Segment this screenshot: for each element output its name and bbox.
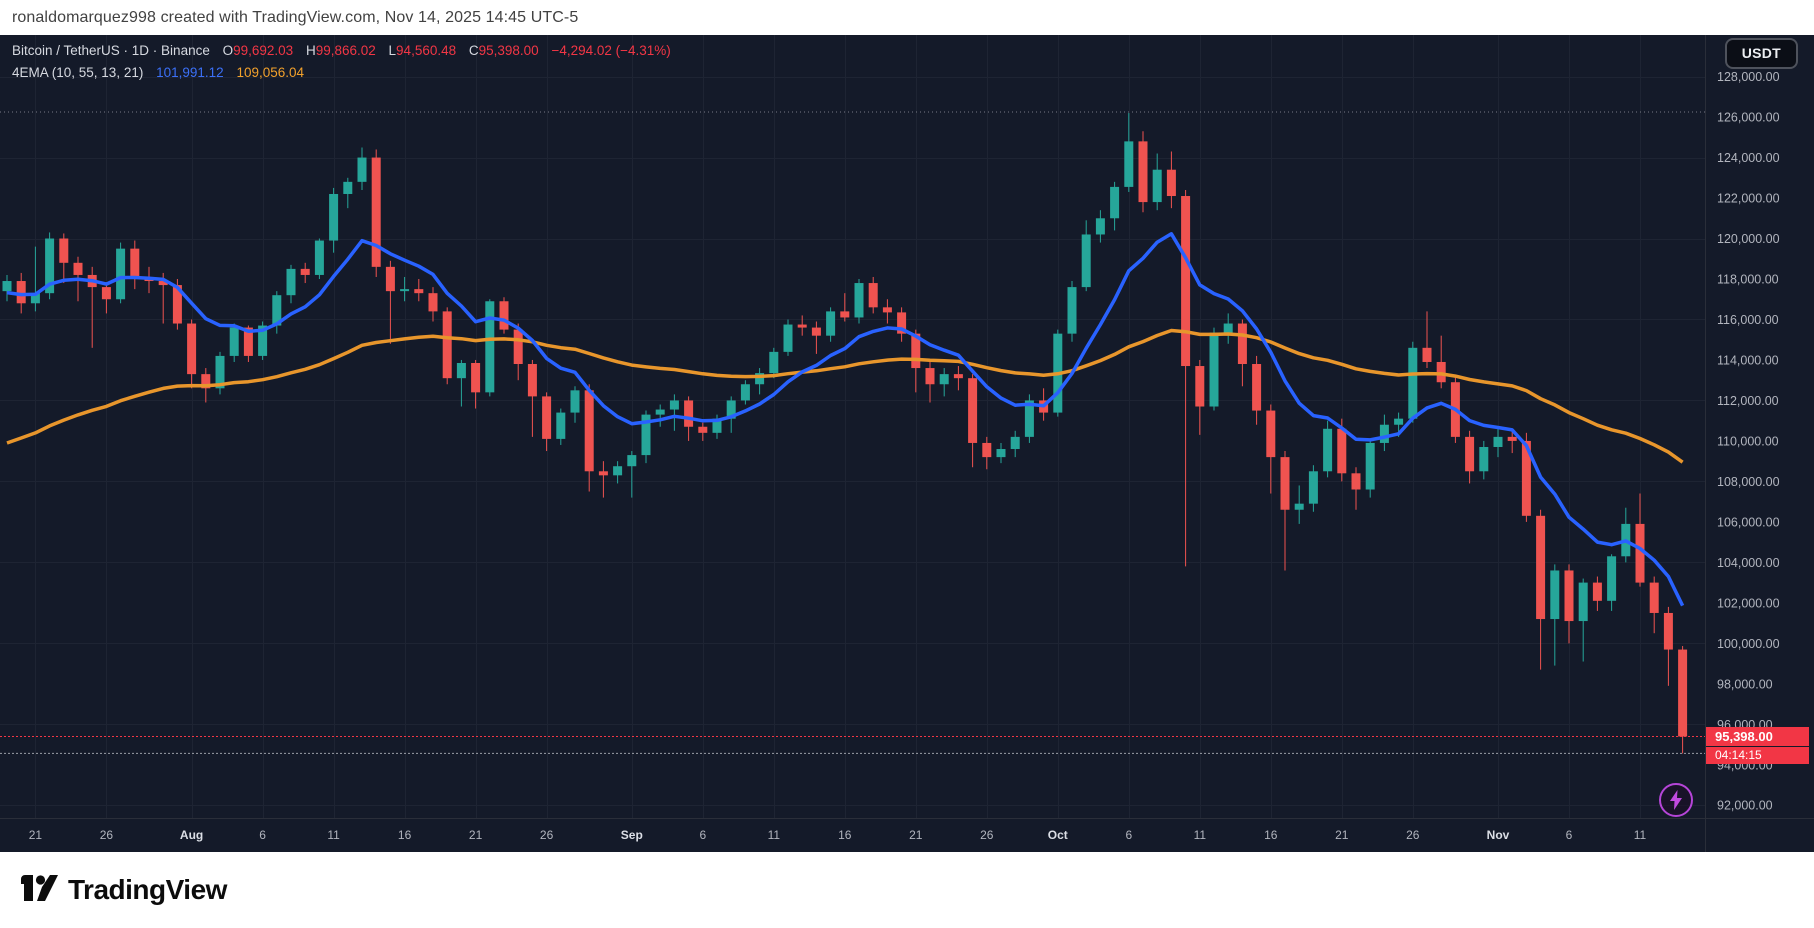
svg-text:11: 11 [768,828,781,842]
symbol-legend-row: Bitcoin / TetherUS · 1D · Binance O99,69… [12,41,671,61]
svg-text:122,000.00: 122,000.00 [1717,192,1780,206]
svg-text:124,000.00: 124,000.00 [1717,151,1780,165]
svg-text:118,000.00: 118,000.00 [1717,273,1779,287]
svg-text:16: 16 [1264,828,1278,842]
svg-text:108,000.00: 108,000.00 [1717,475,1780,489]
lightning-icon [1670,790,1682,810]
bar-countdown: 04:14:15 [1706,747,1809,764]
chart-pane[interactable]: 92,000.00 94,000.00 96,000.00 98,000.00 100,… [0,35,1814,852]
ema-slow-value: 109,056.04 [236,65,305,80]
svg-text:100,000.00: 100,000.00 [1717,637,1780,651]
svg-text:Oct: Oct [1048,828,1068,842]
open-label: O [222,43,234,58]
watermark-text: ronaldomarquez998 created with TradingVi… [12,8,579,26]
high-value: 99,866.02 [315,43,376,58]
svg-text:102,000.00: 102,000.00 [1717,596,1780,610]
svg-text:26: 26 [540,828,554,842]
svg-text:110,000.00: 110,000.00 [1717,434,1779,448]
currency-toggle-button[interactable]: USDT [1724,38,1798,69]
svg-text:26: 26 [980,828,994,842]
indicator-name[interactable]: 4EMA (10, 55, 13, 21) [12,65,144,80]
change-value: −4,294.02 (−4.31%) [551,43,671,58]
chart-legend: Bitcoin / TetherUS · 1D · Binance O99,69… [12,41,671,85]
close-value: 95,398.00 [478,43,539,58]
svg-text:6: 6 [1125,828,1132,842]
svg-text:98,000.00: 98,000.00 [1717,677,1773,691]
svg-text:6: 6 [1566,828,1573,842]
svg-text:11: 11 [327,828,340,842]
tradingview-wordmark: TradingView [68,874,227,905]
svg-text:16: 16 [398,828,412,842]
svg-text:114,000.00: 114,000.00 [1717,353,1779,367]
svg-text:26: 26 [1406,828,1420,842]
svg-text:120,000.00: 120,000.00 [1717,232,1780,246]
symbol-title[interactable]: Bitcoin / TetherUS · 1D · Binance [12,43,210,58]
tradingview-logo-icon [21,875,58,901]
svg-text:21: 21 [909,828,923,842]
svg-text:16: 16 [838,828,852,842]
svg-text:106,000.00: 106,000.00 [1717,515,1780,529]
low-value: 94,560.48 [396,43,457,58]
svg-text:Sep: Sep [621,828,643,842]
svg-text:112,000.00: 112,000.00 [1717,394,1779,408]
footer-bar: TradingView [0,852,1814,928]
svg-text:6: 6 [699,828,706,842]
svg-text:21: 21 [1335,828,1349,842]
indicator-legend-row: 4EMA (10, 55, 13, 21) 101,991.12 109,056… [12,63,671,83]
boost-button[interactable] [1659,783,1693,817]
last-price-value: 95,398.00 [1706,727,1809,746]
svg-text:Nov: Nov [1487,828,1510,842]
high-label: H [305,43,316,58]
ema-fast-value: 101,991.12 [156,65,224,80]
close-label: C [468,43,479,58]
svg-text:126,000.00: 126,000.00 [1717,111,1780,125]
svg-text:92,000.00: 92,000.00 [1717,799,1773,813]
svg-text:11: 11 [1634,828,1647,842]
svg-text:104,000.00: 104,000.00 [1717,556,1780,570]
svg-text:128,000.00: 128,000.00 [1717,70,1780,84]
svg-text:Aug: Aug [180,828,203,842]
svg-text:21: 21 [29,828,43,842]
svg-text:116,000.00: 116,000.00 [1717,313,1779,327]
svg-text:21: 21 [469,828,483,842]
low-label: L [388,43,397,58]
last-price-axis-label: 95,398.00 04:14:15 [1706,727,1809,764]
svg-text:26: 26 [100,828,114,842]
chart-plot[interactable]: 92,000.0094,000.0096,000.0098,000.00100,… [0,35,1814,852]
open-value: 99,692.03 [233,43,294,58]
svg-text:11: 11 [1194,828,1207,842]
watermark-strip: ronaldomarquez998 created with TradingVi… [0,0,1814,35]
svg-text:6: 6 [259,828,266,842]
